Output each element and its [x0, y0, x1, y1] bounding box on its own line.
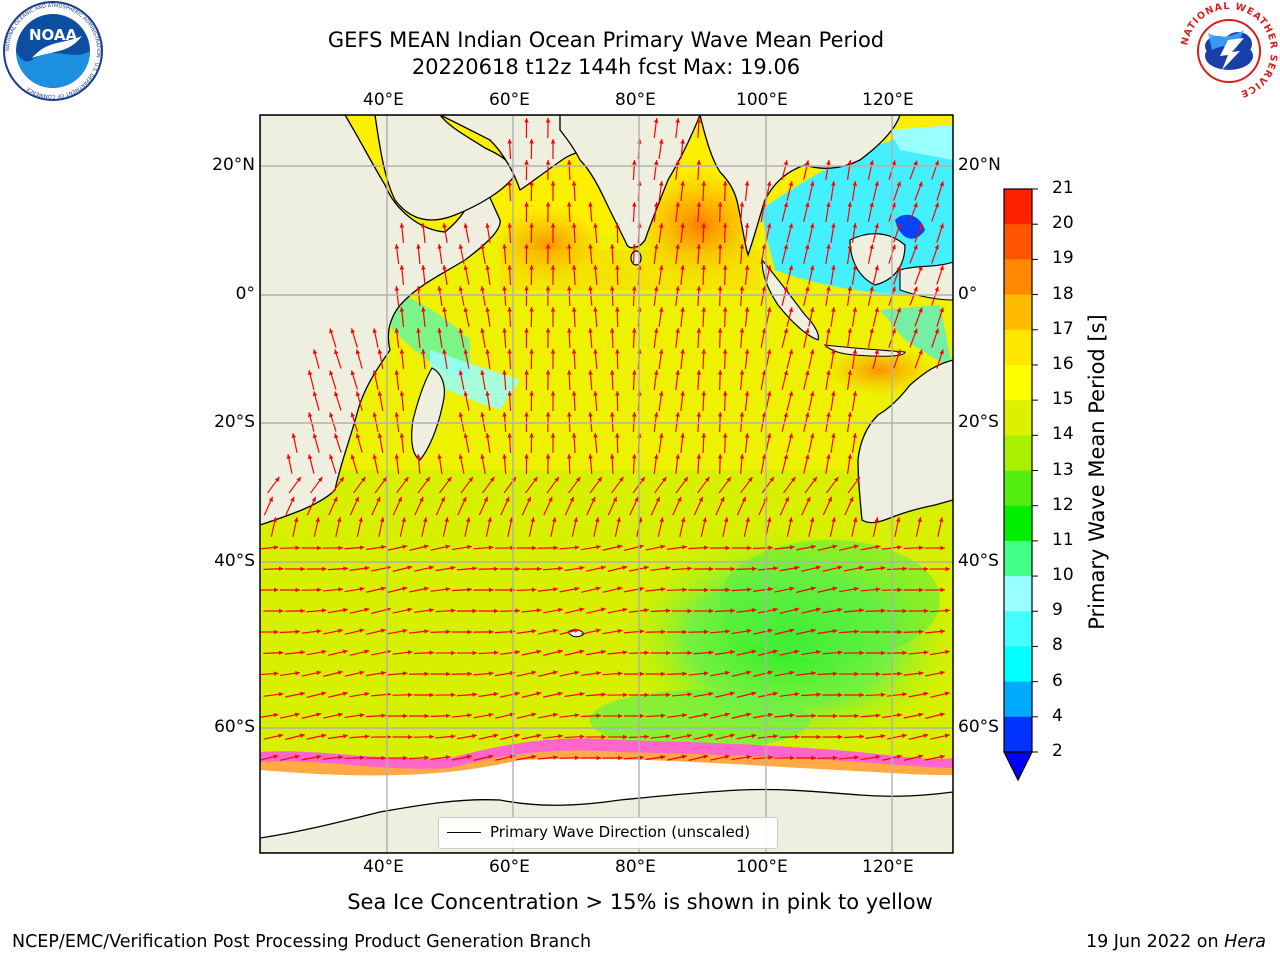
colorbar-bin: [1004, 364, 1032, 401]
legend-label: Primary Wave Direction (unscaled): [490, 823, 751, 841]
colorbar-tick-label: 18: [1052, 283, 1074, 304]
footer-date-text: 19 Jun 2022 on: [1085, 932, 1225, 952]
land-australia: [857, 359, 953, 524]
map-title: GEFS MEAN Indian Ocean Primary Wave Mean…: [327, 28, 885, 52]
colorbar-bin: [1004, 611, 1032, 647]
colorbar-tick-label: 12: [1052, 494, 1074, 515]
land-sumatra: [761, 258, 820, 341]
colorbar-tick-label: 11: [1052, 529, 1074, 550]
colorbar-label: Primary Wave Mean Period [s]: [1085, 314, 1109, 630]
graticule: [260, 115, 953, 853]
lon-tick-bottom: 40°E: [363, 857, 404, 877]
legend-line-sample: [447, 832, 481, 833]
colorbar-tick-label: 4: [1052, 705, 1063, 726]
svg-text:NOAA: NOAA: [29, 26, 78, 44]
lon-tick-top: 120°E: [862, 90, 914, 110]
colorbar-bin: [1004, 224, 1032, 260]
land-madagascar: [411, 367, 445, 461]
colorbar-bin: [1004, 576, 1032, 612]
colorbar-bin: [1004, 259, 1032, 296]
lon-tick-bottom: 120°E: [862, 857, 914, 877]
colorbar-bin: [1004, 470, 1032, 507]
colorbar-tick-label: 14: [1052, 424, 1074, 445]
colorbar-bin: [1004, 189, 1032, 225]
nws-logo: NATIONAL WEATHER SERVICE: [1179, 1, 1278, 100]
noaa-logo: NATIONAL OCEANIC AND ATMOSPHERIC ADMINIS…: [3, 1, 103, 101]
colorbar-extend-min: [1003, 751, 1033, 782]
colorbar-tick-label: 9: [1052, 600, 1063, 621]
lat-tick-left: 60°S: [214, 717, 255, 737]
colorbar-tick-label: 10: [1052, 565, 1074, 586]
footer-organization: NCEP/EMC/Verification Post Processing Pr…: [12, 932, 592, 952]
lat-tick-right: 20°S: [958, 412, 999, 432]
lon-tick-top: 80°E: [615, 90, 656, 110]
colorbar-bin: [1004, 540, 1032, 577]
sea-ice-note: Sea Ice Concentration > 15% is shown in …: [347, 890, 933, 914]
map-frame: [259, 114, 954, 854]
colorbar-tick-label: 15: [1052, 389, 1074, 410]
lon-tick-bottom: 80°E: [615, 857, 656, 877]
lon-tick-top: 100°E: [736, 90, 788, 110]
colorbar-tick-label: 20: [1052, 213, 1074, 234]
footer-date: 19 Jun 2022 on Hera: [1086, 932, 1266, 952]
map-legend: Primary Wave Direction (unscaled): [438, 817, 778, 849]
lat-tick-left: 40°S: [214, 551, 255, 571]
colorbar-bin: [1004, 329, 1032, 366]
lon-tick-top: 60°E: [489, 90, 530, 110]
colorbar-tick-label: 8: [1052, 635, 1063, 656]
land-arabia: [374, 115, 516, 221]
lat-tick-right: 60°S: [958, 717, 999, 737]
colorbar-tick-label: 19: [1052, 248, 1074, 269]
land-southeast-asia: [699, 115, 901, 258]
lat-tick-left: 20°N: [212, 155, 255, 175]
colorbar: [1003, 188, 1038, 782]
colorbar-bin: [1004, 294, 1032, 331]
lat-tick-right: 0°: [958, 284, 978, 304]
map-subtitle: 20220618 t12z 144h fcst Max: 19.06: [411, 55, 801, 79]
land-india: [559, 115, 701, 249]
colorbar-tick-label: 21: [1052, 178, 1074, 198]
colorbar-bin: [1004, 646, 1032, 683]
colorbar-tick-label: 2: [1052, 741, 1063, 761]
primary-wave-direction-arrows: [260, 117, 950, 761]
lat-tick-right: 20°N: [958, 155, 1001, 175]
lon-tick-top: 40°E: [363, 90, 404, 110]
colorbar-bin: [1004, 400, 1032, 436]
lat-tick-left: 20°S: [214, 412, 255, 432]
lon-tick-bottom: 100°E: [736, 857, 788, 877]
lon-tick-bottom: 60°E: [489, 857, 530, 877]
colorbar-tick-label: 13: [1052, 459, 1074, 480]
colorbar-bin: [1004, 435, 1032, 471]
colorbar-bin: [1004, 505, 1032, 542]
colorbar-bin: [1004, 716, 1032, 753]
lat-tick-right: 40°S: [958, 551, 999, 571]
colorbar-tick-label: 6: [1052, 670, 1063, 691]
footer-machine: Hera: [1224, 932, 1266, 952]
colorbar-tick-label: 16: [1052, 353, 1074, 374]
lat-tick-left: 0°: [235, 284, 255, 304]
colorbar-bin: [1004, 681, 1032, 718]
colorbar-tick-label: 17: [1052, 318, 1074, 339]
